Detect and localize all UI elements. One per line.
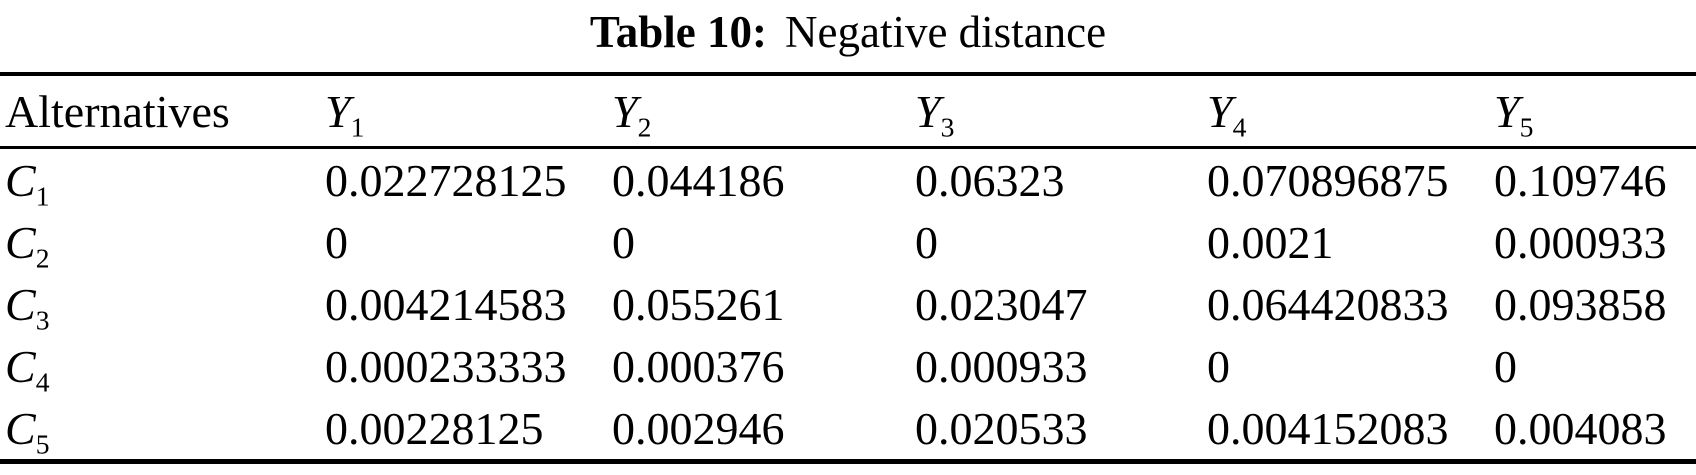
cell: 0.022728125	[325, 154, 567, 206]
symbol-base: Y	[612, 85, 638, 137]
cell: 0.00228125	[325, 402, 544, 454]
symbol-subscript: 4	[35, 366, 50, 397]
cell: 0	[612, 216, 635, 268]
row-label-c1: C1	[0, 148, 325, 212]
cell: 0.044186	[612, 154, 785, 206]
column-header-alternatives: Alternatives	[0, 74, 325, 149]
cell: 0.000933	[915, 340, 1088, 392]
symbol-subscript: 1	[35, 180, 50, 211]
symbol-base: C	[5, 402, 36, 454]
symbol-subscript: 5	[1519, 111, 1534, 143]
caption-title: Negative distance	[785, 7, 1107, 57]
symbol-subscript: 1	[350, 111, 365, 143]
symbol-base: C	[5, 340, 36, 392]
row-label-c4: C4	[0, 335, 325, 397]
cell: 0.000933	[1494, 216, 1667, 268]
cell: 0.109746	[1494, 154, 1667, 206]
table-row: C4 0.000233333 0.000376 0.000933 0 0	[0, 335, 1696, 397]
symbol-subscript: 4	[1232, 111, 1247, 143]
table-row: C1 0.022728125 0.044186 0.06323 0.070896875 0…	[0, 148, 1696, 212]
cell: 0	[1207, 340, 1230, 392]
column-header-y4: Y4	[1207, 74, 1494, 149]
cell: 0	[1494, 340, 1517, 392]
symbol-subscript: 2	[35, 242, 50, 273]
cell: 0	[325, 216, 348, 268]
symbol-subscript: 5	[35, 428, 50, 460]
cell: 0.000376	[612, 340, 785, 392]
cell: 0.004083	[1494, 402, 1667, 454]
column-header-y3: Y3	[915, 74, 1207, 149]
row-label-c2: C2	[0, 211, 325, 273]
symbol-base: C	[5, 154, 36, 206]
cell: 0.002946	[612, 402, 785, 454]
header-row: Alternatives Y1 Y2 Y3 Y4 Y5	[0, 74, 1696, 149]
cell: 0.093858	[1494, 278, 1667, 330]
symbol-subscript: 2	[637, 111, 652, 143]
row-label-c3: C3	[0, 273, 325, 335]
symbol-base: Y	[915, 85, 941, 137]
symbol-base: Y	[1494, 85, 1520, 137]
column-header-y5: Y5	[1494, 74, 1696, 149]
cell: 0	[915, 216, 938, 268]
caption-label: Table 10:	[589, 7, 767, 57]
symbol-subscript: 3	[35, 304, 50, 335]
row-label-c5: C5	[0, 397, 325, 462]
table-row: C2 0 0 0 0.0021 0.000933	[0, 211, 1696, 273]
symbol-base: Y	[1207, 85, 1233, 137]
column-header-y2: Y2	[612, 74, 915, 149]
cell: 0.004152083	[1207, 402, 1449, 454]
page: Table 10: Negative distance Alternatives …	[0, 0, 1696, 464]
cell: 0.070896875	[1207, 154, 1449, 206]
symbol-base: Y	[325, 85, 351, 137]
cell: 0.0021	[1207, 216, 1334, 268]
symbol-subscript: 3	[940, 111, 955, 143]
cell: 0.000233333	[325, 340, 567, 392]
table-body: C1 0.022728125 0.044186 0.06323 0.070896875 0…	[0, 148, 1696, 462]
table-caption: Table 10: Negative distance	[0, 0, 1696, 72]
table-row: C3 0.004214583 0.055261 0.023047 0.064420833…	[0, 273, 1696, 335]
cell: 0.023047	[915, 278, 1088, 330]
column-header-y1: Y1	[325, 74, 612, 149]
symbol-base: C	[5, 216, 36, 268]
cell: 0.055261	[612, 278, 785, 330]
cell: 0.004214583	[325, 278, 567, 330]
cell: 0.064420833	[1207, 278, 1449, 330]
cell: 0.020533	[915, 402, 1088, 454]
table-row: C5 0.00228125 0.002946 0.020533 0.004152083 0…	[0, 397, 1696, 462]
cell: 0.06323	[915, 154, 1065, 206]
symbol-base: C	[5, 278, 36, 330]
negative-distance-table: Alternatives Y1 Y2 Y3 Y4 Y5 C1 0.022728125 0.0…	[0, 72, 1696, 464]
